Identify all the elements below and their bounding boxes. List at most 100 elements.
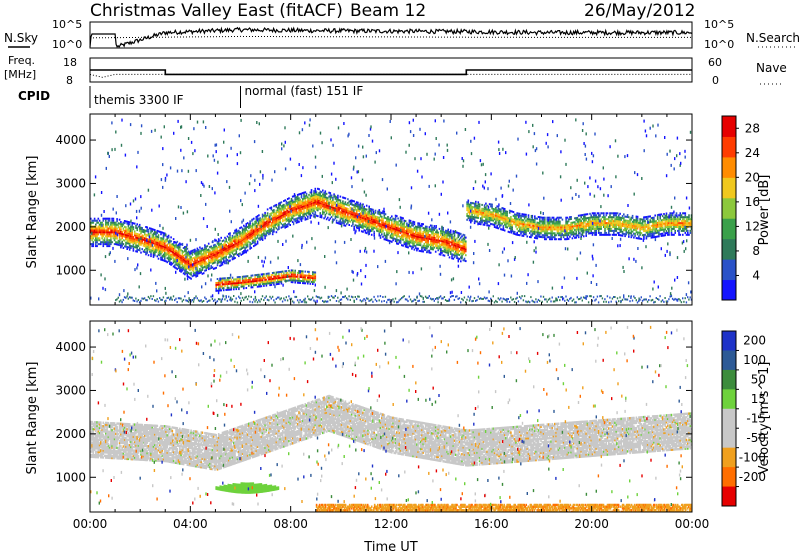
power-cell [384, 234, 387, 237]
power-cell [595, 233, 597, 236]
power-cell [476, 208, 478, 211]
power-cell [234, 229, 236, 232]
power-cell [659, 229, 661, 232]
power-cell [619, 216, 621, 219]
power-cell [426, 237, 428, 240]
power-cell [324, 204, 327, 207]
power-cell [184, 263, 186, 266]
power-cell [358, 208, 360, 210]
power-cell [520, 230, 522, 233]
power-cell [166, 249, 169, 252]
power-cell [666, 220, 669, 223]
power-cell [682, 226, 684, 228]
power-cell [401, 234, 403, 237]
power-cell [274, 216, 276, 219]
power-cell [510, 225, 512, 228]
power-cell [677, 229, 679, 232]
power-cell [180, 260, 182, 263]
power-cell [447, 252, 449, 254]
power-cell [626, 227, 629, 230]
power-cell [546, 228, 549, 231]
power-cell [291, 211, 294, 214]
power-cell [337, 204, 339, 207]
power-cell [248, 225, 250, 228]
power-cell [370, 224, 373, 226]
power-cell [394, 226, 397, 229]
power-cell [688, 222, 690, 225]
power-cell [644, 227, 646, 230]
power-cell [121, 235, 123, 237]
power-cell [614, 226, 616, 228]
power-cell [103, 229, 106, 232]
power-cell [414, 235, 417, 238]
power-cell [303, 205, 305, 208]
power-cell [536, 225, 539, 228]
power-cell [120, 242, 122, 245]
power-cell [522, 213, 525, 216]
power-cell [239, 248, 241, 251]
power-cell [372, 212, 374, 215]
power-cell [408, 239, 411, 241]
power-cell [412, 236, 414, 239]
power-cell [378, 211, 381, 213]
power-cell [466, 201, 468, 204]
power-cell [195, 255, 197, 258]
power-cell [408, 237, 411, 240]
power-cell [342, 208, 344, 211]
power-cell [130, 235, 132, 238]
power-cell [289, 218, 291, 221]
power-cell [595, 216, 597, 219]
power-cell [162, 259, 165, 262]
power-cell [525, 227, 527, 230]
power-cell [245, 238, 248, 241]
power-cell [219, 245, 221, 248]
power-cell [115, 225, 117, 228]
power-cell [116, 231, 118, 234]
power-cell [145, 245, 147, 248]
power-cell [96, 241, 98, 244]
power-cell [239, 252, 241, 255]
power-cell [195, 261, 197, 264]
power-cell [372, 220, 374, 223]
power-cell [438, 227, 441, 230]
power-cell [241, 231, 244, 234]
power-cell [589, 228, 591, 231]
power-cell [491, 223, 493, 226]
power-cell [473, 212, 476, 215]
power-cell [544, 234, 546, 237]
power-cell [441, 230, 443, 233]
power-cell [461, 239, 463, 242]
power-cell [658, 223, 660, 226]
power-cell [266, 208, 269, 211]
power-cell [427, 235, 429, 238]
power-cell [523, 213, 526, 216]
power-cell [100, 221, 102, 224]
power-cell [323, 205, 325, 208]
power-cell [374, 225, 377, 228]
power-cell [280, 205, 283, 208]
power-cell [283, 219, 285, 222]
power-cell [174, 248, 176, 251]
power-cell [619, 222, 621, 225]
power-cell [601, 233, 604, 236]
power-cell [97, 229, 100, 232]
power-cell [620, 218, 623, 221]
power-cell [619, 234, 621, 237]
power-cell [140, 251, 142, 254]
power-cell [369, 208, 372, 210]
power-cell [162, 234, 165, 236]
power-cell [592, 224, 595, 226]
power-cell [211, 248, 214, 251]
power-cell [254, 236, 256, 239]
power-cell [545, 224, 547, 227]
power-cell [570, 229, 572, 232]
power-cell [502, 229, 505, 231]
power-cell [388, 220, 391, 223]
power-cell [204, 265, 206, 268]
power-cell [298, 209, 300, 212]
power-cell [503, 221, 506, 224]
power-cell [258, 237, 260, 240]
power-cell [147, 234, 150, 237]
power-cell [592, 212, 595, 215]
power-cell [291, 207, 294, 210]
